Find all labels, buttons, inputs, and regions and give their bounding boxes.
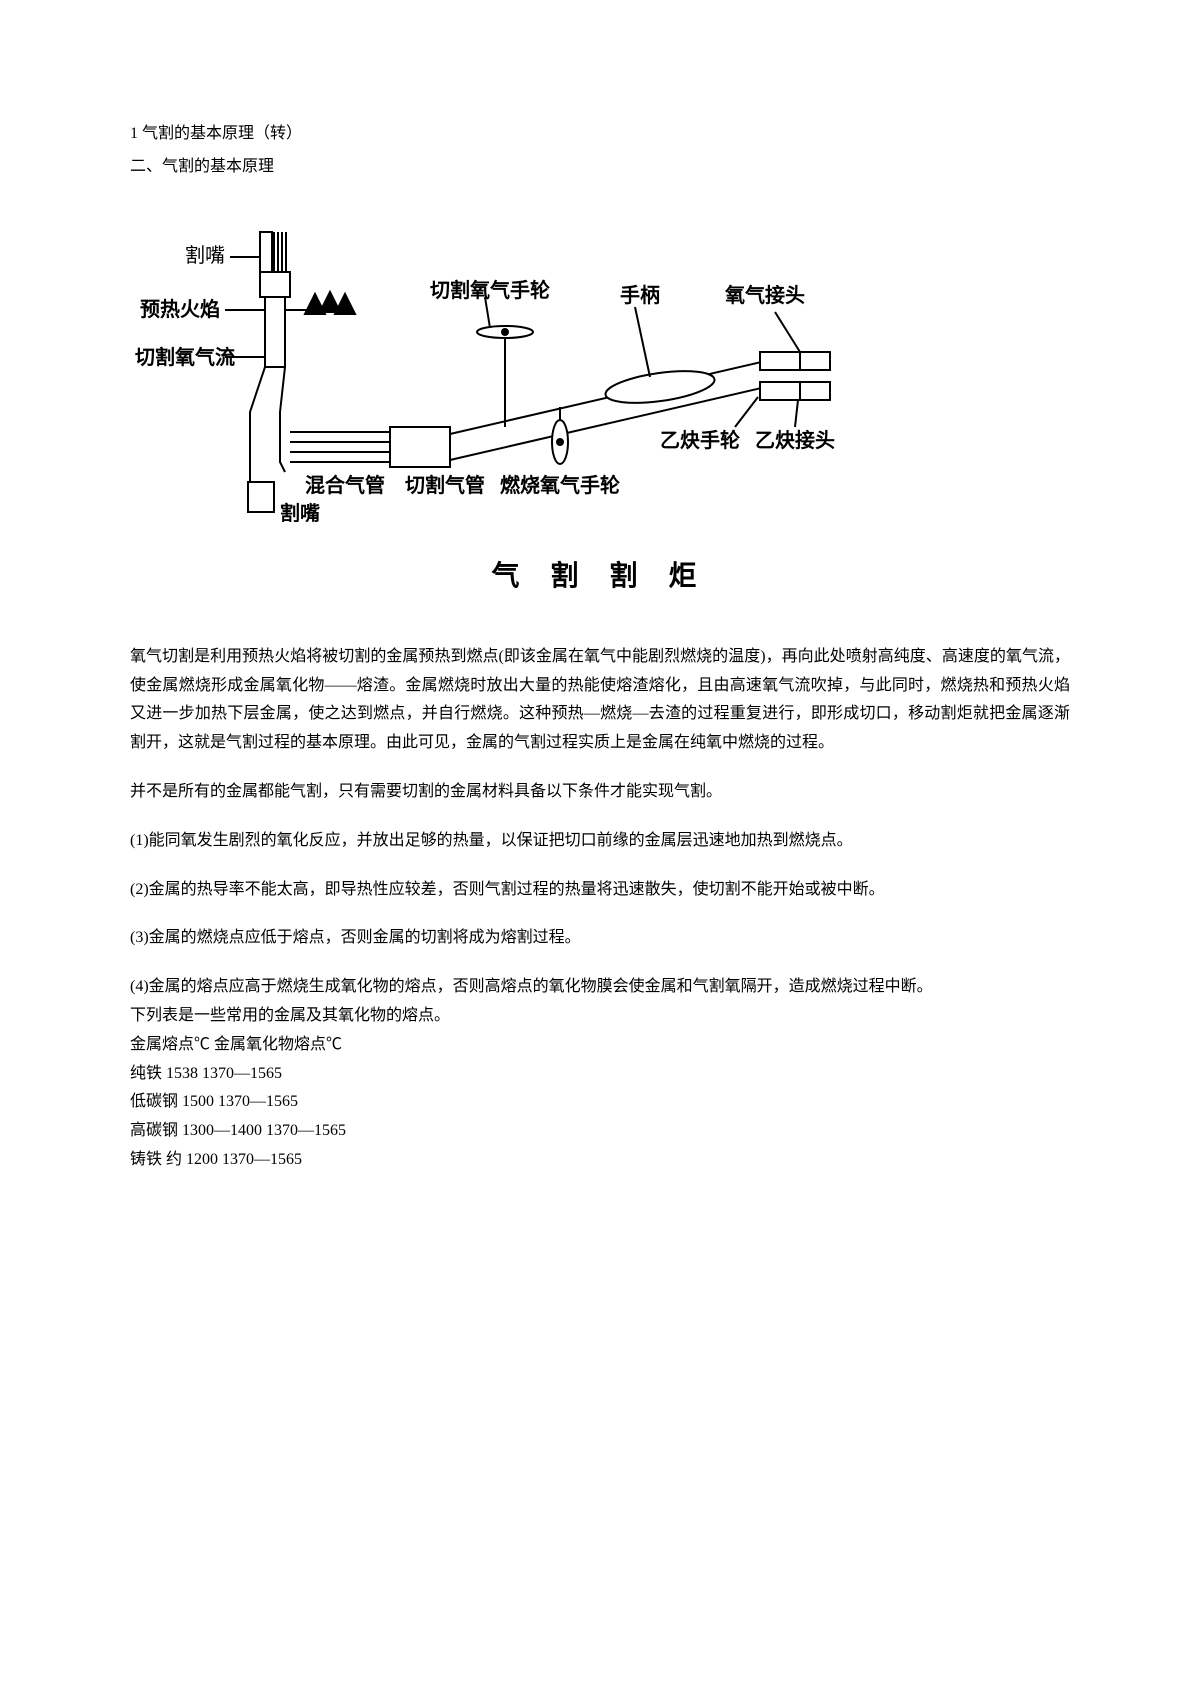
label-cutting-oxygen-flow: 切割氧气流 bbox=[135, 345, 235, 369]
table-row: 高碳钢 1300—1400 1370—1565 bbox=[130, 1117, 1070, 1146]
condition-2: (2)金属的热导率不能太高，即导热性应较差，否则气割过程的热量将迅速散失，使切割… bbox=[130, 876, 1070, 905]
condition-1: (1)能同氧发生剧烈的氧化反应，并放出足够的热量，以保证把切口前缘的金属层迅速地… bbox=[130, 827, 1070, 856]
paragraph-1: 氧气切割是利用预热火焰将被切割的金属预热到燃点(即该金属在氧气中能剧烈燃烧的温度… bbox=[130, 643, 1070, 758]
table-row: 铸铁 约 1200 1370—1565 bbox=[130, 1146, 1070, 1175]
label-oxygen-joint: 氧气接头 bbox=[724, 283, 805, 307]
table-row: 纯铁 1538 1370—1565 bbox=[130, 1060, 1070, 1089]
label-burning-oxygen-handwheel: 燃烧氧气手轮 bbox=[500, 473, 620, 497]
label-nozzle-top: 割嘴 bbox=[185, 244, 225, 267]
torch-diagram: 割嘴 预热火焰 切割氧气流 切割氧气手轮 手柄 氧气接头 乙炔手轮 乙炔接头 混… bbox=[130, 202, 1070, 603]
label-cutting-tube: 切割气管 bbox=[405, 473, 485, 497]
table-header: 金属熔点℃ 金属氧化物熔点℃ bbox=[130, 1031, 1070, 1060]
label-nozzle-bottom: 割嘴 bbox=[280, 501, 320, 522]
condition-3: (3)金属的燃烧点应低于熔点，否则金属的切割将成为熔割过程。 bbox=[130, 924, 1070, 953]
label-mixing-tube: 混合气管 bbox=[305, 473, 385, 497]
subtitle: 二、气割的基本原理 bbox=[130, 153, 1070, 182]
title-number: 1 bbox=[130, 125, 138, 142]
title-text: 气割的基本原理（转） bbox=[142, 125, 302, 142]
label-acetylene-joint: 乙炔接头 bbox=[755, 429, 835, 452]
title-line: 1 气割的基本原理（转） bbox=[130, 120, 1070, 149]
label-handle: 手柄 bbox=[620, 283, 660, 307]
diagram-caption: 气 割 割 炬 bbox=[130, 552, 1070, 602]
table-intro: 下列表是一些常用的金属及其氧化物的熔点。 bbox=[130, 1002, 1070, 1031]
label-cutting-oxygen-handwheel: 切割氧气手轮 bbox=[430, 278, 550, 302]
label-preheat-flame: 预热火焰 bbox=[140, 297, 220, 321]
torch-svg: 割嘴 预热火焰 切割氧气流 切割氧气手轮 手柄 氧气接头 乙炔手轮 乙炔接头 混… bbox=[130, 202, 850, 522]
condition-4: (4)金属的熔点应高于燃烧生成氧化物的熔点，否则高熔点的氧化物膜会使金属和气割氧… bbox=[130, 973, 1070, 1002]
label-acetylene-handwheel: 乙炔手轮 bbox=[660, 428, 740, 452]
table-row: 低碳钢 1500 1370—1565 bbox=[130, 1088, 1070, 1117]
paragraph-2: 并不是所有的金属都能气割，只有需要切割的金属材料具备以下条件才能实现气割。 bbox=[130, 778, 1070, 807]
